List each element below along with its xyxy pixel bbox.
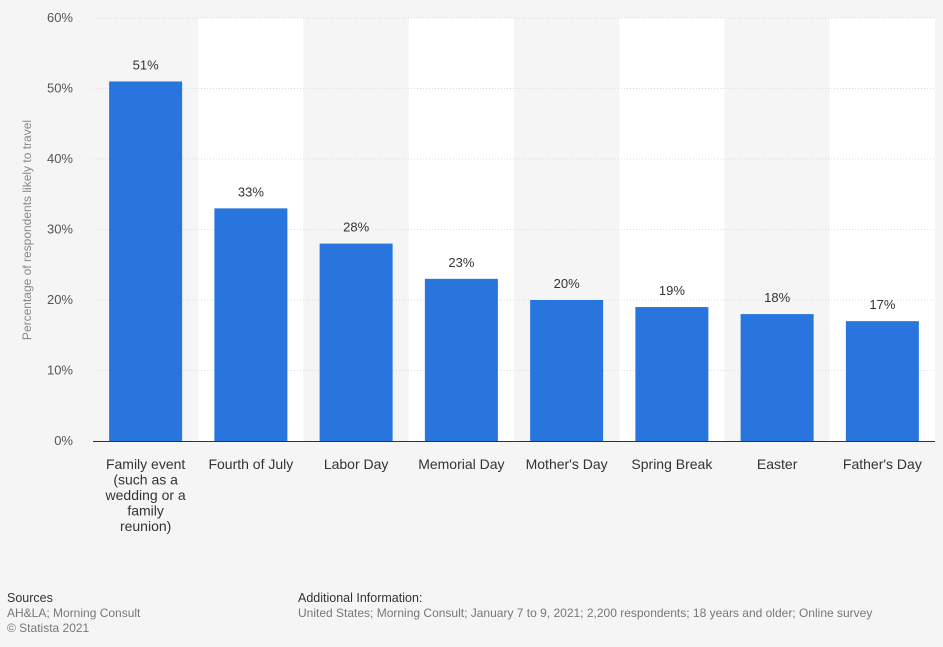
x-tick-label: Easter — [757, 456, 798, 472]
x-axis-tick-labels: Family event (such as a wedding or a family… — [105, 456, 922, 534]
additional-info-block: Additional Information: United States; M… — [298, 591, 872, 621]
x-tick-label: Mother's Day — [526, 456, 608, 472]
value-labels: 51% 33% 28% 23% 20% 19% 18% 17% — [133, 57, 896, 312]
bar — [319, 243, 393, 441]
x-tick-label: Family event (such as a wedding or a family… — [105, 456, 186, 534]
bar — [424, 278, 498, 441]
bars — [109, 81, 919, 441]
bar — [740, 314, 814, 441]
y-tick-label: 60% — [47, 10, 73, 25]
y-axis-label: Percentage of respondents likely to trav… — [20, 120, 34, 340]
bar — [109, 81, 183, 441]
bar — [635, 307, 709, 441]
y-tick-label: 50% — [47, 81, 73, 96]
value-label: 51% — [133, 57, 159, 72]
y-tick-label: 40% — [47, 151, 73, 166]
value-label: 33% — [238, 184, 264, 199]
copyright-text: © Statista 2021 — [7, 621, 90, 635]
y-tick-label: 10% — [47, 363, 73, 378]
value-label: 17% — [869, 297, 895, 312]
bar — [530, 300, 604, 441]
y-tick-label: 20% — [47, 292, 73, 307]
sources-text: AH&LA; Morning Consult — [7, 606, 141, 620]
bar — [214, 208, 288, 441]
value-label: 19% — [659, 283, 685, 298]
gridlines — [93, 17, 935, 371]
additional-info-text: United States; Morning Consult; January … — [298, 606, 873, 620]
x-tick-label: Labor Day — [324, 456, 389, 472]
sources-block: Sources AH&LA; Morning Consult © Statist… — [7, 591, 140, 636]
y-tick-label: 30% — [47, 222, 73, 237]
sources-heading: Sources — [7, 591, 53, 605]
x-tick-label: Fourth of July — [208, 456, 293, 472]
value-label: 23% — [448, 255, 474, 270]
x-tick-label: Memorial Day — [418, 456, 504, 472]
value-label: 20% — [554, 276, 580, 291]
x-tick-label: Spring Break — [631, 456, 713, 472]
x-tick-label: Father's Day — [843, 456, 922, 472]
additional-info-heading: Additional Information: — [298, 591, 423, 605]
y-tick-label: 0% — [54, 433, 73, 448]
value-label: 28% — [343, 220, 369, 235]
value-label: 18% — [764, 290, 790, 305]
bar-chart: 0% 10% 20% 30% 40% 50% 60% Percentage of respo… — [20, 10, 935, 534]
y-axis-tick-labels: 0% 10% 20% 30% 40% 50% 60% — [47, 10, 73, 448]
bar — [845, 321, 919, 441]
